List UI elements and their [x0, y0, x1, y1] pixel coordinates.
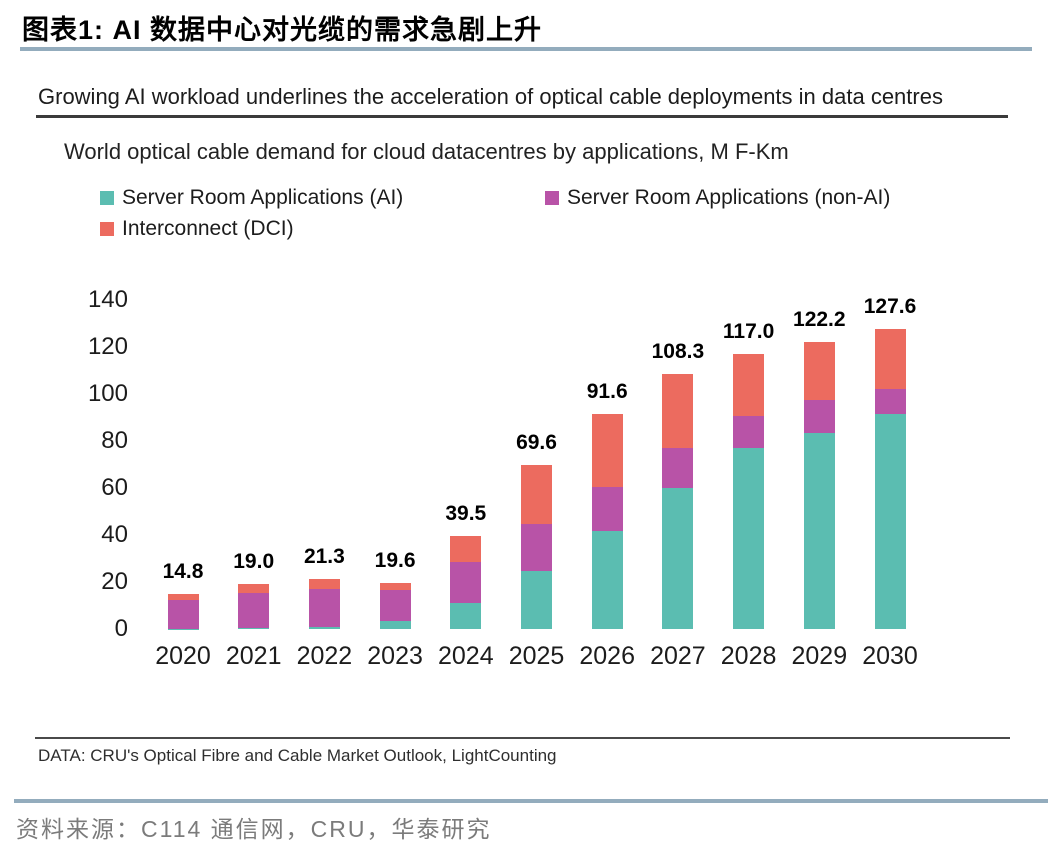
x-axis-tick-label-2023: 2023 — [367, 642, 423, 670]
bar-segment-2024-series1 — [450, 562, 482, 604]
x-axis-tick-label-2025: 2025 — [508, 642, 565, 670]
bar-total-label-2024: 39.5 — [445, 502, 487, 526]
x-axis-tick-label-2030: 2030 — [862, 642, 918, 670]
bar-segment-2028-series2 — [733, 354, 765, 416]
x-axis-tick-label-2029: 2029 — [791, 642, 848, 670]
legend-label-non-ai: Server Room Applications (non-AI) — [567, 186, 891, 209]
x-axis-tick-label-2028: 2028 — [720, 642, 777, 670]
bar-segment-2023-series2 — [379, 582, 411, 591]
legend-swatch-non-ai-icon — [545, 191, 559, 205]
y-axis-tick-label: 60 — [101, 474, 128, 501]
data-source-note: DATA: CRU's Optical Fibre and Cable Mark… — [38, 746, 557, 765]
bar-segment-2020-series1 — [167, 600, 199, 629]
y-axis-tick-label: 100 — [87, 380, 128, 407]
bar-total-label-2028: 117.0 — [722, 320, 775, 344]
x-axis-tick-label-2026: 2026 — [579, 642, 635, 670]
bar-total-label-2030: 127.6 — [863, 295, 917, 319]
bar-total-label-2029: 122.2 — [793, 307, 846, 331]
bar-segment-2029-series2 — [803, 341, 835, 401]
bar-segment-2024-series2 — [450, 536, 482, 563]
bar-segment-2030-series0 — [874, 413, 906, 629]
legend-item-dci: Interconnect (DCI) — [100, 217, 294, 241]
y-axis-tick-label: 140 — [87, 286, 128, 313]
bar-segment-2025-series2 — [521, 465, 552, 525]
bar-segment-2021-series0 — [238, 628, 270, 629]
bar-segment-2023-series1 — [379, 590, 411, 621]
x-axis-tick-label-2021: 2021 — [225, 642, 282, 670]
data-note-divider — [35, 737, 1010, 739]
chart-heading: Growing AI workload underlines the accel… — [38, 84, 943, 109]
bar-segment-2028-series1 — [733, 415, 765, 448]
bar-segment-2022-series1 — [308, 588, 340, 628]
bar-total-label-2025: 69.6 — [516, 431, 557, 455]
legend-swatch-dci-icon — [100, 222, 114, 236]
bar-total-label-2021: 19.0 — [233, 550, 275, 574]
bar-total-label-2020: 14.8 — [162, 560, 204, 584]
legend-label-dci: Interconnect (DCI) — [122, 217, 294, 240]
x-axis-tick-label-2022: 2022 — [296, 642, 353, 670]
x-axis-tick-label-2024: 2024 — [437, 642, 494, 670]
chart-subtitle: World optical cable demand for cloud dat… — [64, 139, 789, 164]
bar-segment-2029-series0 — [803, 432, 835, 629]
y-axis-tick-label: 20 — [101, 568, 128, 595]
bar-segment-2026-series0 — [591, 530, 623, 629]
bar-total-label-2027: 108.3 — [651, 340, 705, 364]
bar-segment-2022-series0 — [308, 627, 340, 629]
x-axis-tick-label-2020: 2020 — [155, 642, 211, 670]
bar-segment-2027-series1 — [662, 448, 694, 488]
bar-segment-2029-series1 — [803, 400, 835, 433]
bar-segment-2026-series1 — [591, 486, 623, 531]
legend-item-ai: Server Room Applications (AI) — [100, 186, 403, 210]
y-axis-tick-label: 80 — [101, 427, 128, 454]
bar-segment-2027-series2 — [662, 374, 694, 449]
bar-total-label-2023: 19.6 — [374, 548, 416, 572]
bar-segment-2027-series0 — [662, 487, 694, 629]
title-divider — [20, 47, 1032, 51]
legend-swatch-ai-icon — [100, 191, 114, 205]
bar-segment-2021-series2 — [238, 584, 270, 594]
bar-segment-2021-series1 — [238, 593, 270, 629]
footer-divider — [14, 799, 1048, 803]
page-title: 图表1: AI 数据中心对光缆的需求急剧上升 — [22, 15, 543, 45]
y-axis-tick-label: 0 — [114, 615, 128, 642]
bar-segment-2026-series2 — [591, 413, 623, 487]
bar-segment-2028-series0 — [733, 447, 765, 629]
bar-segment-2023-series0 — [379, 621, 411, 629]
bar-segment-2025-series1 — [521, 524, 552, 572]
bar-segment-2022-series2 — [308, 578, 340, 589]
bar-segment-2030-series1 — [874, 388, 906, 414]
bar-segment-2030-series2 — [874, 329, 906, 389]
footer-source: 资料来源：C114 通信网，CRU，华泰研究 — [16, 816, 492, 842]
legend-label-ai: Server Room Applications (AI) — [122, 186, 404, 209]
chart-heading-underline — [36, 115, 1008, 118]
bar-segment-2025-series0 — [521, 571, 552, 629]
bar-segment-2024-series0 — [450, 603, 482, 629]
legend-item-non-ai: Server Room Applications (non-AI) — [545, 186, 890, 210]
x-axis-tick-label-2027: 2027 — [650, 642, 706, 670]
y-axis-tick-label: 40 — [101, 521, 128, 548]
bar-total-label-2022: 21.3 — [303, 544, 345, 568]
bar-total-label-2026: 91.6 — [586, 379, 628, 403]
y-axis-tick-label: 120 — [87, 333, 128, 360]
bar-segment-2020-series2 — [167, 594, 199, 601]
